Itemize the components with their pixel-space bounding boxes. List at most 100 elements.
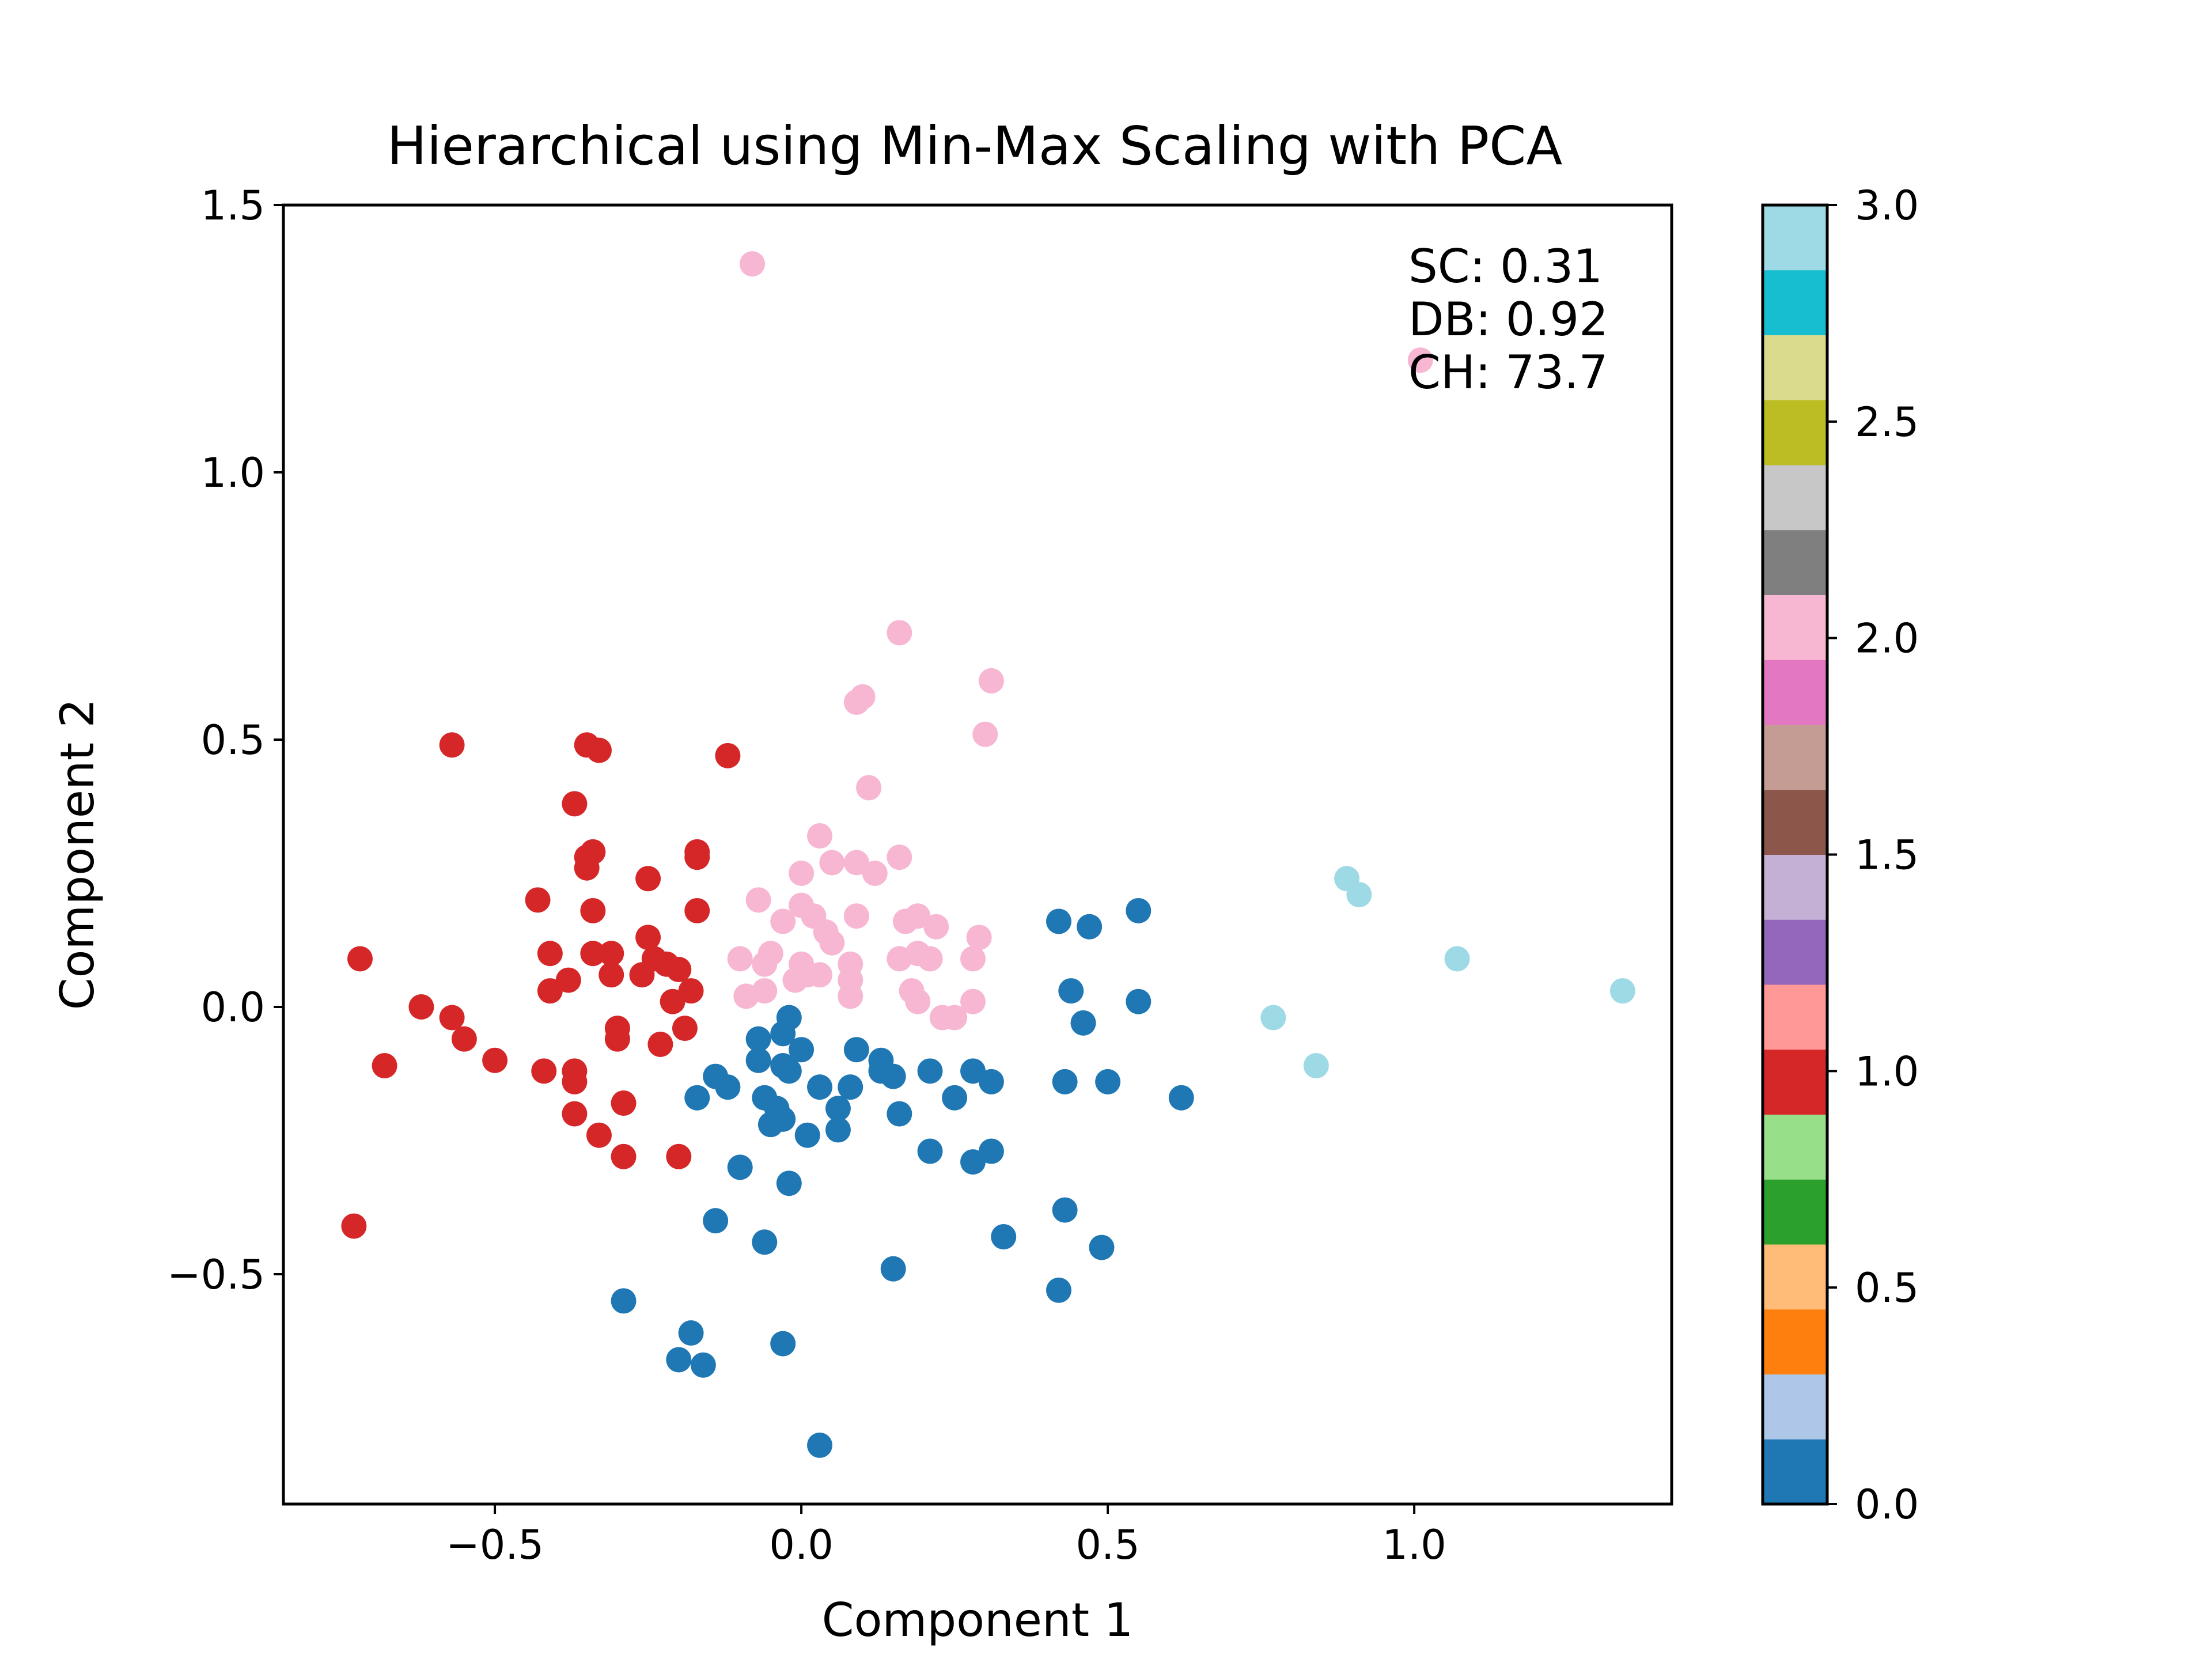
scatter-point-cluster-0 — [1052, 1069, 1078, 1094]
x-tick-label: −0.5 — [446, 1521, 544, 1569]
scatter-point-cluster-0 — [770, 1331, 796, 1357]
scatter-point-cluster-1 — [611, 1143, 637, 1169]
scatter-point-cluster-1 — [672, 1016, 698, 1041]
scatter-point-cluster-2 — [917, 946, 943, 972]
scatter-point-cluster-1 — [574, 855, 600, 881]
scatter-point-cluster-0 — [978, 1138, 1004, 1164]
scatter-point-cluster-2 — [745, 887, 771, 913]
scatter-point-cluster-0 — [1126, 988, 1152, 1014]
scatter-point-cluster-1 — [537, 941, 563, 967]
scatter-point-cluster-0 — [789, 1037, 815, 1063]
colorbar-segment — [1763, 400, 1827, 465]
scatter-point-cluster-0 — [690, 1352, 716, 1378]
scatter-point-cluster-2 — [727, 946, 753, 972]
scatter-point-cluster-0 — [794, 1122, 820, 1148]
scatter-point-cluster-2 — [972, 721, 998, 747]
scatter-point-cluster-1 — [537, 978, 563, 1004]
scatter-point-cluster-2 — [856, 775, 882, 801]
colorbar-tick-label: 1.5 — [1855, 832, 1919, 879]
y-tick-label: −0.5 — [167, 1251, 265, 1298]
scatter-point-cluster-0 — [917, 1138, 943, 1164]
scatter-point-cluster-1 — [341, 1213, 367, 1239]
scatter-point-cluster-2 — [905, 988, 931, 1014]
colorbar-tick-label: 2.5 — [1855, 399, 1919, 446]
scatter-point-cluster-1 — [580, 941, 606, 967]
scatter-point-cluster-1 — [604, 1026, 630, 1052]
scatter-point-cluster-1 — [684, 897, 710, 923]
y-axis-ticks: −0.5 0.0 0.5 1.0 1.5 — [167, 182, 283, 1298]
scatter-point-cluster-0 — [942, 1085, 968, 1111]
plot-points — [341, 251, 1635, 1458]
scatter-point-cluster-2 — [843, 903, 869, 929]
scatter-point-cluster-0 — [880, 1063, 906, 1089]
scatter-point-cluster-3 — [1303, 1053, 1329, 1079]
scatter-point-cluster-0 — [703, 1208, 729, 1234]
scatter-point-cluster-1 — [562, 1069, 588, 1094]
colorbar-segment — [1763, 529, 1827, 595]
colorbar-segment — [1763, 984, 1827, 1050]
y-tick-label: 1.5 — [201, 182, 265, 229]
x-axis-ticks: −0.5 0.0 0.5 1.0 — [446, 1504, 1446, 1569]
scatter-point-cluster-2 — [862, 860, 888, 886]
colorbar-segment — [1763, 270, 1827, 335]
scatter-point-cluster-0 — [978, 1069, 1004, 1094]
scatter-point-cluster-1 — [599, 962, 624, 988]
scatter-point-cluster-1 — [482, 1047, 508, 1073]
scatter-point-cluster-0 — [991, 1224, 1017, 1250]
scatter-point-cluster-2 — [966, 925, 992, 950]
scatter-point-cluster-1 — [586, 737, 612, 763]
colorbar-ticks: 0.0 0.5 1.0 1.5 2.0 2.5 3.0 — [1827, 182, 1919, 1528]
colorbar-segment — [1763, 1114, 1827, 1180]
scatter-point-cluster-0 — [1126, 897, 1152, 923]
scatter-point-cluster-1 — [372, 1053, 397, 1079]
scatter-point-cluster-1 — [525, 887, 551, 913]
colorbar-segment — [1763, 1179, 1827, 1245]
scatter-point-cluster-2 — [733, 983, 759, 1009]
scatter-point-cluster-0 — [770, 1106, 796, 1132]
colorbar-segment — [1763, 205, 1827, 271]
scatter-point-cluster-0 — [887, 1101, 912, 1127]
colorbar-tick-label: 0.0 — [1855, 1481, 1919, 1528]
scatter-point-cluster-0 — [715, 1074, 741, 1100]
scatter-point-cluster-0 — [745, 1047, 771, 1073]
scatter-point-cluster-0 — [1046, 1277, 1071, 1303]
scatter-point-cluster-3 — [1609, 978, 1635, 1004]
scatter-point-cluster-1 — [635, 925, 661, 950]
scatter-point-cluster-0 — [776, 1005, 802, 1031]
chart-title: Hierarchical using Min-Max Scaling with … — [387, 115, 1563, 177]
x-tick-label: 0.0 — [769, 1521, 833, 1569]
y-tick-label: 1.0 — [201, 449, 265, 497]
colorbar-segment — [1763, 725, 1827, 790]
scatter-point-cluster-1 — [599, 941, 624, 967]
scatter-point-cluster-0 — [838, 1074, 863, 1100]
y-axis-label: Component 2 — [51, 699, 104, 1010]
scatter-point-cluster-2 — [887, 620, 912, 646]
colorbar-segments — [1763, 205, 1827, 1505]
scatter-point-cluster-1 — [580, 897, 606, 923]
scatter-point-cluster-2 — [807, 962, 833, 988]
scatter-point-cluster-2 — [819, 930, 845, 956]
scatter-point-cluster-2 — [838, 983, 863, 1009]
scatter-point-cluster-1 — [611, 1090, 637, 1116]
scatter-point-cluster-2 — [942, 1005, 968, 1031]
y-tick-label: 0.0 — [201, 984, 265, 1031]
scatter-point-cluster-1 — [439, 1005, 465, 1031]
scatter-point-cluster-0 — [917, 1058, 943, 1084]
x-tick-label: 1.0 — [1382, 1521, 1446, 1569]
scatter-point-cluster-1 — [586, 1122, 612, 1148]
scatter-point-cluster-2 — [819, 850, 845, 876]
scatter-point-cluster-1 — [715, 743, 741, 768]
scatter-point-cluster-2 — [739, 251, 765, 277]
scatter-point-cluster-2 — [752, 951, 778, 977]
x-axis-label: Component 1 — [822, 1593, 1134, 1647]
scatter-point-cluster-0 — [776, 1171, 802, 1196]
colorbar-segment — [1763, 660, 1827, 725]
colorbar-segment — [1763, 594, 1827, 660]
colorbar: 0.0 0.5 1.0 1.5 2.0 2.5 3.0 — [1761, 182, 1919, 1528]
colorbar-segment — [1763, 789, 1827, 855]
colorbar-segment — [1763, 1049, 1827, 1115]
scatter-point-cluster-2 — [1407, 347, 1433, 373]
scatter-point-cluster-1 — [562, 1101, 588, 1127]
